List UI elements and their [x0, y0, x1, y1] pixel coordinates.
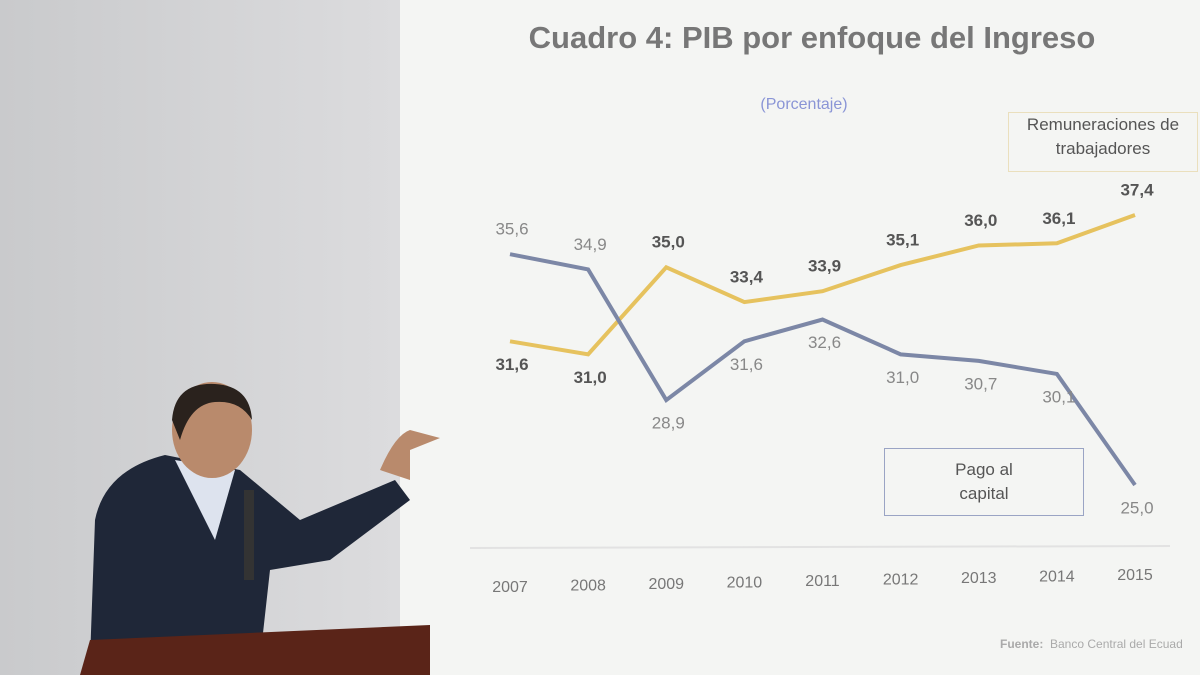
data-label: 25,0 [1120, 498, 1153, 517]
data-label: 36,0 [964, 211, 997, 230]
data-label: 35,0 [652, 233, 685, 252]
data-label: 37,4 [1120, 180, 1154, 199]
x-tick-label: 2015 [1117, 567, 1153, 584]
x-tick-label: 2011 [805, 573, 840, 590]
legend-box: Remuneraciones de trabajadores [1008, 112, 1198, 172]
series-line [509, 252, 1137, 487]
data-label: 36,1 [1042, 209, 1075, 228]
data-label: 28,9 [652, 414, 685, 433]
x-tick-label: 2007 [492, 579, 528, 596]
data-label: 31,0 [886, 368, 919, 387]
data-label: 32,6 [808, 333, 841, 352]
data-label: 31,0 [574, 368, 607, 387]
data-label: 34,9 [574, 235, 607, 254]
legend-box: Pago al capital [884, 448, 1084, 516]
x-tick-label: 2014 [1039, 569, 1075, 586]
legend-label: Remuneraciones de trabajadores [1026, 115, 1180, 158]
data-label: 33,9 [808, 257, 841, 276]
data-label: 35,1 [886, 231, 919, 250]
axis-line [469, 545, 1171, 549]
data-label: 30,7 [964, 374, 997, 393]
chart-title: Cuadro 4: PIB por enfoque del Ingreso [529, 20, 1096, 55]
x-tick-label: 2012 [883, 572, 919, 589]
speaker-hair [172, 383, 252, 440]
source: Banco Central del Ecuad [1050, 637, 1183, 651]
speaker-hand [380, 430, 440, 480]
microphone [244, 490, 254, 580]
data-label: 31,6 [495, 355, 528, 374]
x-tick-label: 2010 [727, 575, 763, 592]
data-label: 30,1 [1042, 387, 1075, 406]
data-label: 31,6 [730, 355, 763, 374]
legend-label: Pago al capital [955, 460, 1013, 503]
podium [80, 625, 430, 675]
data-label: 35,6 [495, 220, 528, 239]
series-line [509, 213, 1136, 357]
x-tick-label: 2008 [570, 578, 606, 595]
chart-subtitle: (Porcentaje) [760, 96, 847, 113]
data-label: 33,4 [730, 268, 764, 287]
x-tick-label: 2009 [648, 576, 684, 593]
speaker-shirt [175, 460, 235, 540]
source-label: Fuente: [1000, 637, 1043, 651]
x-tick-label: 2013 [961, 570, 997, 587]
